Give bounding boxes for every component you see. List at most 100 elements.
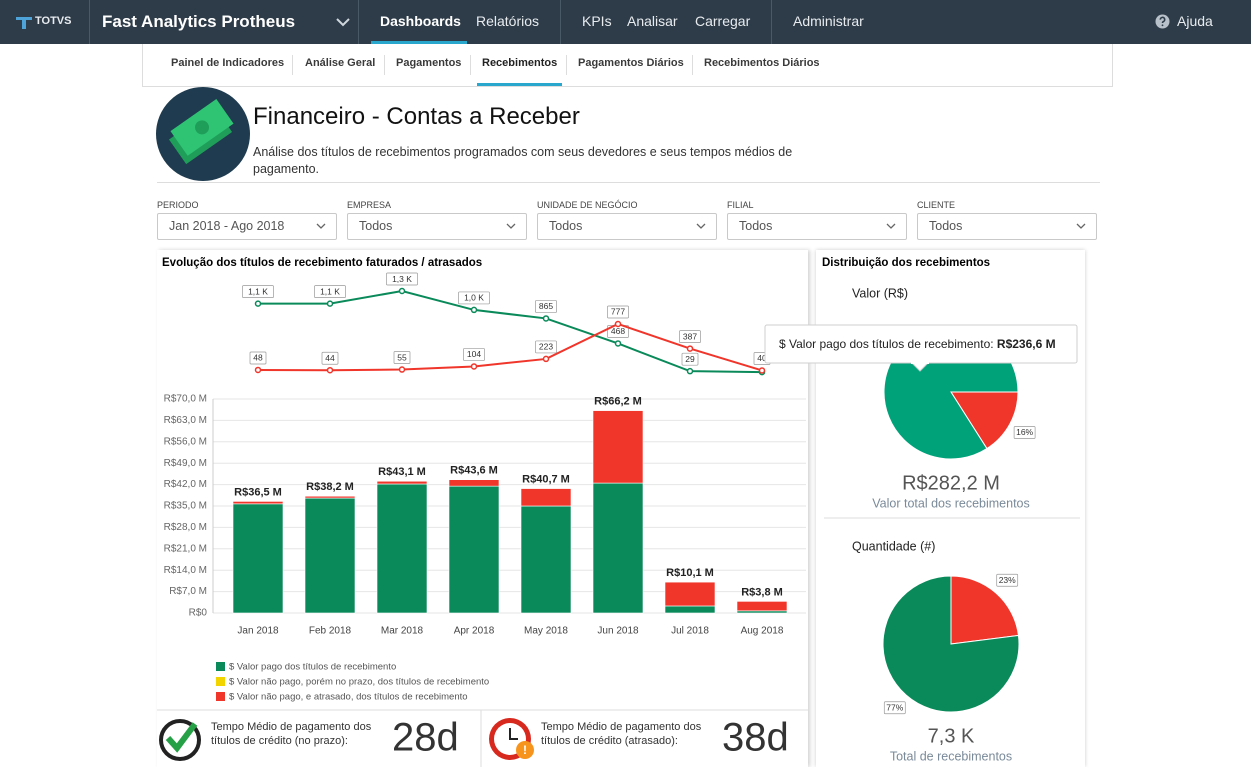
bar-segment [736,610,788,614]
bar-segment [232,503,284,614]
total-label: R$3,8 M [741,586,783,598]
y-tick-label: R$21,0 M [164,543,207,554]
tab[interactable]: Painel de Indicadores [171,57,285,69]
point [758,367,766,374]
data-label-box [314,285,346,298]
total-label: R$66,2 M [594,396,642,408]
data-label: 104 [467,349,481,359]
filter-value: Todos [549,219,583,233]
pie-slice [950,391,1019,450]
y-tick-label: R$35,0 M [164,501,207,512]
tab-active[interactable]: Recebimentos [482,57,558,69]
data-label: 865 [539,301,553,311]
tab[interactable]: Pagamentos Diários [578,57,684,69]
brand: TOTVS [35,15,72,27]
point [470,363,478,370]
data-label: 468 [611,326,625,336]
filter-select[interactable]: Todos [917,213,1097,240]
y-tick-label: R$70,0 M [164,394,207,405]
filter-value: Jan 2018 - Ago 2018 [169,219,285,233]
help-icon[interactable] [1155,14,1170,29]
filter-select[interactable]: Todos [347,213,527,240]
total-label: R$40,7 M [522,473,570,485]
bar-segment [232,501,284,505]
y-tick-label: R$14,0 M [164,565,207,576]
total-label: R$36,5 M [234,486,282,498]
x-tick-label: Jul 2018 [671,626,709,637]
tooltip-arrow-cover [911,361,929,364]
filter-select[interactable]: Jan 2018 - Ago 2018 [157,213,337,240]
nav-item[interactable]: Dashboards [380,13,461,29]
chevron [886,223,896,229]
data-label: 777 [611,307,625,317]
filter-select[interactable]: Todos [727,213,907,240]
filter-label: FILIAL [727,200,754,210]
data-label-box [458,291,490,305]
data-label-box [463,348,485,361]
app-name[interactable]: Fast Analytics Protheus [102,12,296,31]
data-label: 1,3 K [392,274,412,284]
data-label: 44 [325,353,335,363]
bar-segment [304,495,356,499]
legend-label: $ Valor não pago, e atrasado, dos título… [229,692,468,703]
filter-select[interactable]: Todos [537,213,717,240]
data-label: 29 [685,354,695,364]
data-label: 55 [397,352,407,362]
bar-segment [376,483,428,614]
nav-item[interactable]: Relatórios [476,13,540,29]
filter-label: UNIDADE DE NEGÓCIO [537,200,638,210]
tab[interactable]: Recebimentos Diários [704,57,820,69]
bar-segment [448,479,500,487]
chevron [316,223,326,229]
point [326,300,334,307]
x-tick-label: Mar 2018 [381,626,424,637]
x-tick-label: Jan 2018 [237,626,279,637]
help-link[interactable]: Ajuda [1177,13,1213,29]
bar-segment [448,485,500,614]
kpi-label: Tempo Médio de pagamento dos títulos de … [541,721,702,747]
x-tick-label: Aug 2018 [741,626,784,637]
legend-label: $ Valor não pago, porém no prazo, dos tí… [229,677,489,688]
separator [560,0,561,44]
app-chevron[interactable] [336,17,350,27]
active-indicator [477,83,562,86]
legend-label: $ Valor pago dos títulos de recebimento [229,662,396,673]
nav-item[interactable]: Analisar [627,13,678,29]
point [398,287,406,295]
tab-bar: Painel de Indicadores Análise Geral Paga… [142,44,1113,87]
bar-segment [592,482,644,614]
slice-label-box [996,573,1019,587]
chart-title: Evolução dos títulos de recebimento fatu… [162,257,482,269]
bar-segment [520,505,572,614]
data-label-box [242,285,274,298]
nav-item[interactable]: KPIs [582,13,612,29]
total-label: R$38,2 M [306,481,354,493]
kpi-label-box: Tempo Médio de pagamento dos títulos de … [211,721,372,747]
tab[interactable]: Pagamentos [396,57,462,69]
slice-label-box [1013,426,1036,439]
y-tick-label: R$56,0 M [164,436,207,447]
point [686,367,694,375]
tab[interactable]: Análise Geral [305,57,376,69]
data-label: 223 [539,342,553,352]
bar-segment [736,601,788,612]
nav-item[interactable]: Administrar [793,13,864,29]
kpi-label-box: Tempo Médio de pagamento dos títulos de … [541,721,702,747]
pie-caption: Total de recebimentos [890,749,1012,763]
filter-value: Todos [739,219,773,233]
kpi-label: Tempo Médio de pagamento dos títulos de … [211,721,372,747]
data-label: 40 [757,353,767,363]
point [614,340,622,347]
legend-swatch [216,692,225,701]
header-icon [156,87,250,181]
data-label-box [321,351,339,365]
filter-label: PERIODO [157,200,199,210]
panel-title: Distribuição dos recebimentos [822,257,990,269]
top-nav: TOTVS Fast Analytics Protheus Dashboards… [0,0,1251,44]
data-label-box [535,340,557,354]
kpi-icon-clock: ! [489,718,534,760]
nav-item[interactable]: Carregar [695,13,751,29]
data-label: 1,1 K [320,286,340,296]
data-label-box [679,330,701,343]
